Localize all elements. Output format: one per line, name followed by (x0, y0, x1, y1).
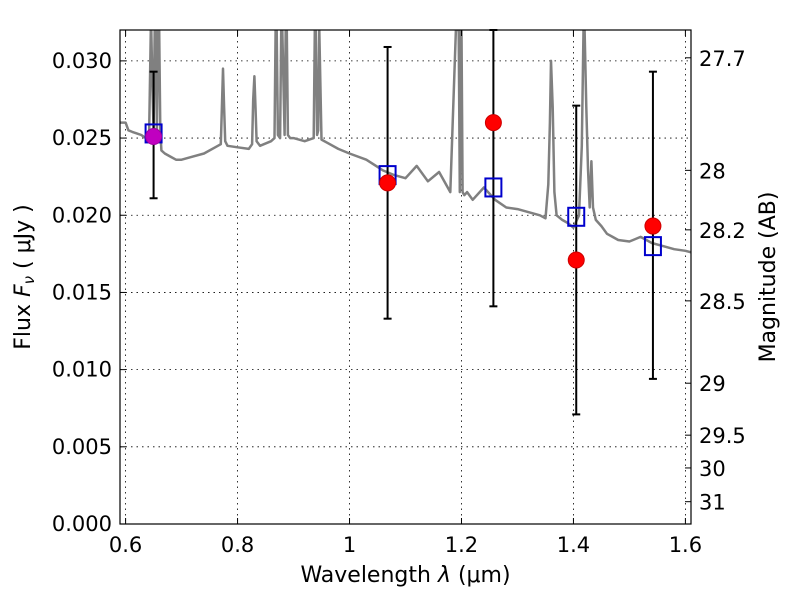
error-bars (149, 29, 657, 416)
y-tick-label: 0.025 (52, 126, 112, 150)
x-axis-label-prefix: Wavelength (300, 563, 438, 588)
y-axis-label-prefix: Flux (11, 297, 36, 350)
y-tick-label: 0.000 (52, 512, 112, 536)
axis-ticks: 0.6 0.8 1 1.2 1.4 1.6 0.000 0.005 0.010 0.015 0.02… (52, 30, 746, 557)
spectrum-line (120, 30, 691, 254)
x-axis-label-unit: (μm) (451, 563, 511, 588)
y-tick-label: 0.005 (52, 435, 112, 459)
y-tick-label: 0.030 (52, 49, 112, 73)
x-axis-label-lambda: λ (437, 563, 451, 588)
x-tick-label: 0.8 (221, 533, 254, 557)
observed-circle-marker (379, 174, 397, 192)
y-axis-label-sub: ν (20, 276, 38, 284)
x-tick-label: 1.2 (445, 533, 478, 557)
y-tick-label: 0.010 (52, 358, 112, 382)
mag-tick-label: 29.5 (699, 424, 746, 448)
observed-circle-marker (644, 217, 662, 235)
mag-tick-label: 28.2 (699, 219, 746, 243)
x-axis-label: Wavelength λ (μm) (300, 563, 510, 588)
grid (120, 30, 691, 524)
mag-tick-label: 30 (699, 457, 726, 481)
x-tick-label: 1.6 (669, 533, 702, 557)
mag-tick-label: 29 (699, 372, 726, 396)
model-square-marker (567, 206, 586, 227)
x-tick-label: 1 (343, 533, 356, 557)
mag-tick-label: 28.5 (699, 290, 746, 314)
mag-tick-label: 28 (699, 159, 726, 183)
observed-points (145, 114, 662, 269)
mag-tick-label: 31 (699, 491, 726, 515)
y-tick-label: 0.020 (52, 203, 112, 227)
observed-circle-marker (484, 114, 502, 132)
x-tick-label: 1.4 (557, 533, 590, 557)
y-axis-label-unit: ( μJy ) (11, 204, 36, 276)
model-square-marker (484, 177, 503, 198)
model-square-marker (643, 236, 662, 257)
plot-frame (119, 29, 692, 525)
model-bandpass-points (144, 123, 662, 257)
y-axis-label-symbol: F (11, 284, 36, 297)
right-axis-label: Magnitude (AB) (756, 192, 781, 363)
y-tick-label: 0.015 (52, 280, 112, 304)
model-spectrum (120, 30, 691, 254)
x-tick-label: 0.6 (109, 533, 142, 557)
observed-circle-marker (567, 251, 585, 269)
optical-circle-marker (145, 128, 163, 146)
mag-tick-label: 27.7 (699, 47, 746, 71)
y-axis-label: Flux Fν ( μJy ) (11, 204, 38, 349)
